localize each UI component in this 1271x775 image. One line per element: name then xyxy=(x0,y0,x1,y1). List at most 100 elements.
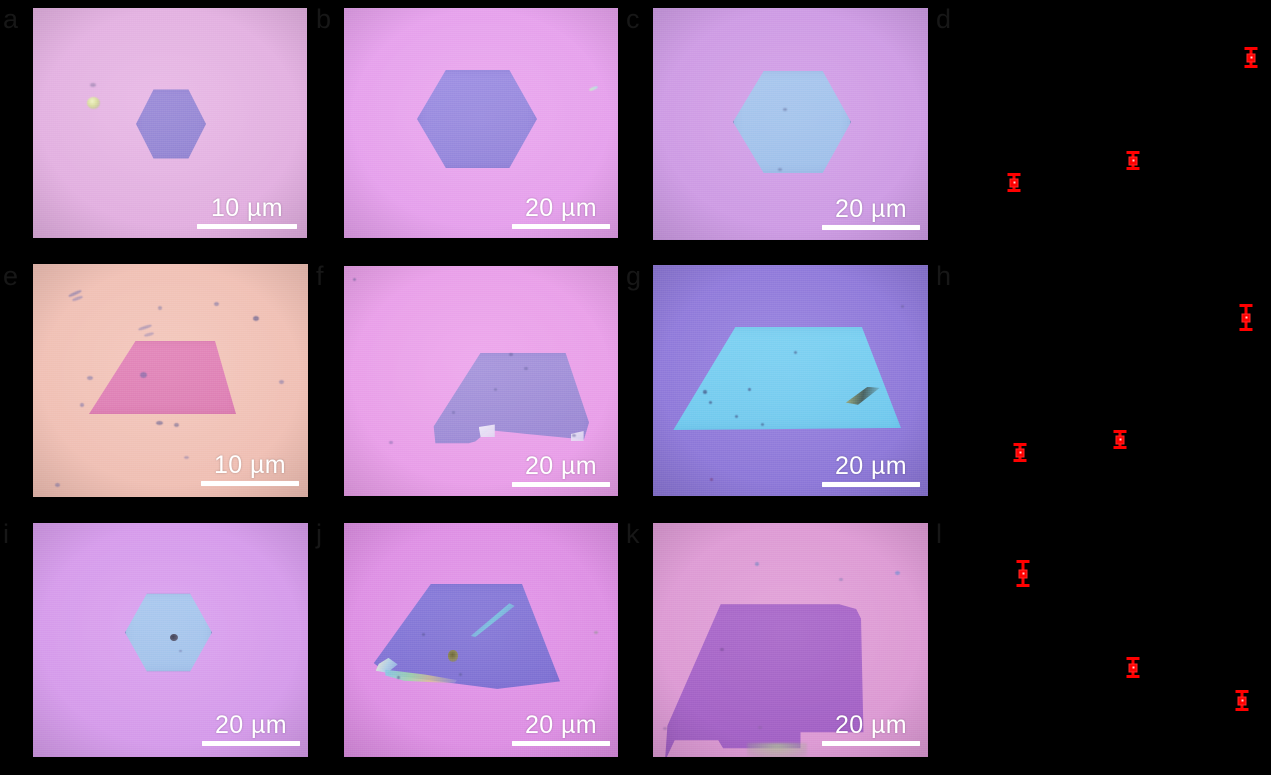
panel-i: 20 µm xyxy=(33,523,308,757)
scalebar-e: 10 µm xyxy=(201,450,299,486)
scatter-point xyxy=(1126,657,1140,678)
debris-particle xyxy=(783,108,787,111)
debris-particle xyxy=(280,723,284,726)
flake-particle xyxy=(447,650,458,663)
panel-label-h: h xyxy=(936,261,952,291)
panel-c: 20 µm xyxy=(653,8,928,240)
debris-particle xyxy=(524,367,528,370)
panel-k: 20 µm xyxy=(653,523,928,757)
flake-trapezoid-notched-f xyxy=(422,353,589,447)
scalebar-line xyxy=(822,482,920,487)
debris-particle xyxy=(184,456,189,459)
debris-particle xyxy=(703,390,707,394)
micrograph-i: 20 µm xyxy=(33,523,308,757)
micrograph-j: 20 µm xyxy=(344,523,618,757)
flake-edge-residue xyxy=(747,743,807,757)
debris-particle xyxy=(758,726,762,729)
panel-label-k: k xyxy=(626,519,640,549)
panel-label-a: a xyxy=(3,4,19,34)
debris-particle xyxy=(794,351,797,354)
scalebar-label: 20 µm xyxy=(215,710,287,739)
scalebar-line xyxy=(201,481,299,486)
debris-particle xyxy=(397,676,400,679)
flake-hexagon-i xyxy=(125,593,212,672)
scatter-point xyxy=(1235,690,1249,711)
flake-trapezoid-g xyxy=(671,327,901,430)
debris-particle xyxy=(174,423,179,427)
panel-label-l: l xyxy=(936,519,942,549)
flake-trapezoid-e xyxy=(86,341,236,414)
debris-particle xyxy=(594,631,598,634)
debris-particle xyxy=(778,168,782,171)
flake-hexagon-a xyxy=(136,88,206,160)
scatter-point xyxy=(1007,173,1021,192)
micrograph-a: 10 µm xyxy=(33,8,307,238)
scalebar-label: 20 µm xyxy=(525,193,597,222)
scalebar-label: 20 µm xyxy=(525,710,597,739)
scalebar-label: 10 µm xyxy=(214,450,286,479)
scalebar-line xyxy=(512,741,610,746)
debris-particle xyxy=(839,578,843,581)
debris-particle xyxy=(214,302,219,306)
debris-particle xyxy=(353,278,356,281)
debris-particle xyxy=(253,316,259,321)
panel-label-i: i xyxy=(3,519,9,549)
debris-particle xyxy=(55,483,60,487)
debris-particle xyxy=(87,97,100,109)
panel-l xyxy=(930,515,1271,775)
debris-particle xyxy=(663,727,667,730)
micrograph-k: 20 µm xyxy=(653,523,928,757)
debris-particle xyxy=(755,562,759,566)
scatter-point xyxy=(1126,151,1140,170)
scalebar-g: 20 µm xyxy=(822,451,920,487)
scalebar-label: 20 µm xyxy=(835,451,907,480)
debris-particle xyxy=(158,306,162,310)
debris-particle xyxy=(279,380,284,384)
scalebar-k: 20 µm xyxy=(822,712,920,746)
debris-particle xyxy=(720,648,724,651)
panel-label-d: d xyxy=(936,4,952,34)
micrograph-c: 20 µm xyxy=(653,8,928,240)
scalebar-label: 20 µm xyxy=(835,194,907,223)
scalebar-line xyxy=(822,741,920,746)
micrograph-b: 20 µm xyxy=(344,8,618,238)
debris-particle xyxy=(709,401,712,404)
debris-particle xyxy=(901,305,904,308)
flake-hexagon-c xyxy=(733,70,851,174)
scalebar-line xyxy=(197,224,297,229)
scalebar-a: 10 µm xyxy=(197,195,297,229)
panel-label-c: c xyxy=(626,4,640,34)
debris-particle xyxy=(87,376,93,380)
debris-particle xyxy=(179,650,182,652)
scatter-point xyxy=(1239,304,1253,331)
flake-center-defect xyxy=(170,634,178,641)
scalebar-line xyxy=(512,482,610,487)
scatter-point xyxy=(1113,430,1127,449)
flake-fold-highlight xyxy=(570,431,584,442)
scalebar-b: 20 µm xyxy=(512,193,610,229)
debris-particle xyxy=(80,403,84,407)
debris-particle xyxy=(156,421,163,425)
panel-label-b: b xyxy=(316,4,332,34)
panel-h xyxy=(930,255,1271,510)
debris-particle xyxy=(459,673,462,676)
debris-particle xyxy=(422,633,425,636)
debris-particle xyxy=(452,411,455,414)
panel-f: 20 µm xyxy=(344,266,618,496)
panel-e: 10 µm xyxy=(33,264,308,497)
panel-j: 20 µm xyxy=(344,523,618,757)
scalebar-label: 20 µm xyxy=(525,451,597,480)
micrograph-e: 10 µm xyxy=(33,264,308,497)
scatter-point xyxy=(1244,47,1258,68)
scalebar-line xyxy=(822,225,920,230)
scalebar-line xyxy=(512,224,610,229)
debris-particle xyxy=(90,83,96,87)
micrograph-g: 20 µm xyxy=(653,265,928,496)
scalebar-c: 20 µm xyxy=(822,194,920,230)
flake-hexagon-b xyxy=(417,69,537,169)
panel-label-e: e xyxy=(3,261,19,291)
debris-particle xyxy=(572,434,576,437)
panel-label-g: g xyxy=(626,261,642,291)
panel-a: 10 µm xyxy=(33,8,307,238)
